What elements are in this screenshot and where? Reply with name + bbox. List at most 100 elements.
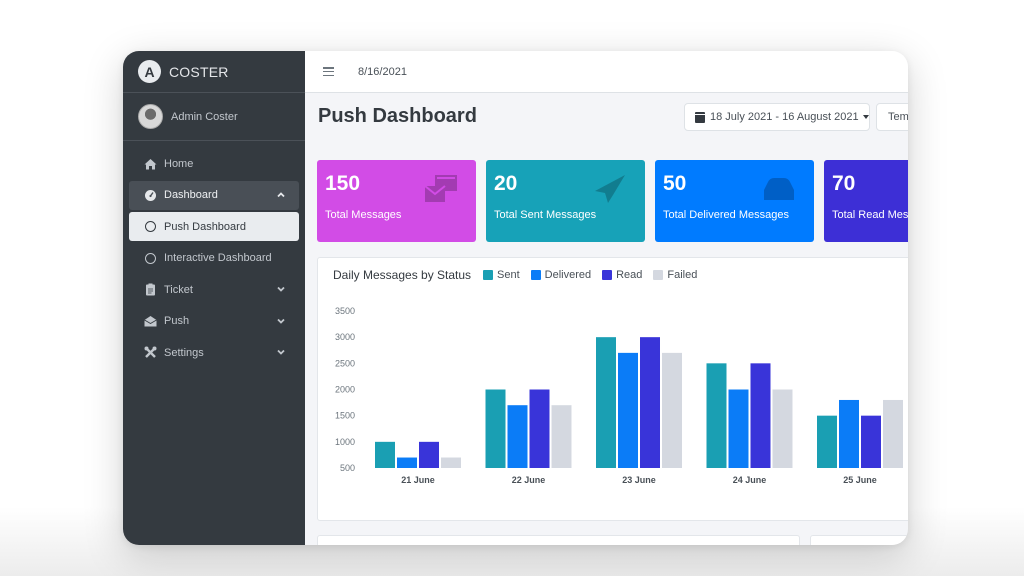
- bar-delivered-21-june[interactable]: [397, 457, 417, 468]
- bar-failed-24-june[interactable]: [772, 389, 793, 469]
- sidebar-item-home[interactable]: Home: [129, 149, 299, 178]
- stat-card-total-messages[interactable]: 150 Total Messages: [317, 160, 476, 242]
- tools-icon: [143, 346, 157, 360]
- stat-card-total-delivered[interactable]: 50 Total Delivered Messages: [655, 160, 814, 242]
- brand-logo-icon: A: [138, 60, 161, 83]
- legend-swatch: [483, 270, 493, 280]
- bar-failed-25-june[interactable]: [883, 399, 903, 468]
- bar-sent-24-june[interactable]: [706, 363, 727, 468]
- sidebar-nav: Home Dashboard Push Dashboard Interactiv…: [123, 141, 305, 367]
- hamburger-icon[interactable]: [323, 67, 334, 76]
- y-tick-label: 2500: [335, 358, 355, 368]
- sidebar-item-label: Interactive Dashboard: [164, 252, 272, 264]
- sidebar-item-settings[interactable]: Settings: [129, 338, 299, 367]
- daily-messages-chart-card: Daily Messages by Status Sent Delivered …: [317, 257, 908, 521]
- legend-swatch: [602, 270, 613, 280]
- bar-delivered-23-june[interactable]: [618, 352, 638, 468]
- legend-label: Read: [616, 269, 643, 281]
- y-tick-label: 3500: [335, 306, 355, 316]
- bar-read-24-june[interactable]: [750, 363, 771, 468]
- app-window: A COSTER Admin Coster Home Dashboard: [123, 51, 908, 545]
- inbox-icon: [764, 178, 794, 200]
- x-tick-label: 23 June: [622, 475, 656, 485]
- brand-logo-letter: A: [144, 63, 155, 80]
- sidebar-item-interactive-dashboard[interactable]: Interactive Dashboard: [129, 244, 299, 273]
- chart-title: Daily Messages by Status: [333, 268, 472, 282]
- stat-card-total-sent[interactable]: 20 Total Sent Messages: [486, 160, 645, 242]
- bottom-panel-left: [317, 535, 800, 545]
- chevron-down-icon: [275, 346, 287, 358]
- sidebar-item-label: Home: [164, 157, 194, 170]
- bar-failed-23-june[interactable]: [662, 352, 682, 468]
- user-name: Admin Coster: [171, 110, 238, 123]
- sidebar-item-label: Settings: [164, 346, 204, 359]
- bar-sent-25-june[interactable]: [817, 415, 837, 468]
- stat-value: 50: [663, 172, 687, 195]
- chevron-up-icon: [275, 189, 287, 201]
- topbar: 8/16/2021: [305, 51, 908, 93]
- sidebar-item-label: Push: [164, 315, 190, 327]
- caret-down-icon: [862, 115, 869, 119]
- stat-label: Total Messages: [325, 209, 402, 221]
- y-tick-label: 2000: [335, 385, 355, 395]
- bar-delivered-24-june[interactable]: [728, 389, 749, 469]
- legend-swatch: [653, 270, 664, 280]
- legend-label: Delivered: [544, 269, 592, 281]
- legend-item-failed[interactable]: Failed: [653, 269, 697, 281]
- stat-value: 70: [832, 172, 856, 195]
- x-tick-label: 21 June: [401, 475, 435, 485]
- bar-read-25-june[interactable]: [861, 415, 881, 468]
- bar-sent-22-june[interactable]: [485, 389, 506, 469]
- bar-read-23-june[interactable]: [640, 337, 660, 468]
- bar-sent-23-june[interactable]: [596, 337, 616, 468]
- sidebar-item-label: Dashboard: [164, 189, 218, 201]
- y-tick-label: 1000: [335, 437, 355, 447]
- stat-value: 20: [494, 172, 518, 195]
- legend-label: Sent: [497, 269, 520, 281]
- sidebar-item-label: Push Dashboard: [164, 220, 246, 233]
- template-select[interactable]: Tem: [876, 103, 908, 131]
- bar-delivered-22-june[interactable]: [507, 405, 528, 468]
- chevron-down-icon: [275, 315, 287, 327]
- stat-label: Total Delivered Messages: [663, 209, 789, 221]
- x-tick-label: 25 June: [843, 475, 877, 485]
- chevron-down-icon: [275, 283, 287, 295]
- legend-item-delivered[interactable]: Delivered: [530, 269, 592, 281]
- stat-card-total-read[interactable]: 70 Total Read Mess: [824, 160, 908, 242]
- stat-label: Total Sent Messages: [494, 209, 597, 221]
- envelopes-icon: [424, 175, 457, 202]
- home-icon: [143, 157, 157, 171]
- x-tick-label: 22 June: [512, 475, 546, 485]
- y-tick-label: 1500: [335, 411, 355, 421]
- legend-swatch: [530, 270, 541, 280]
- date-range-value: 18 July 2021 - 16 August 2021: [710, 111, 859, 123]
- bar-delivered-25-june[interactable]: [839, 399, 859, 468]
- topbar-date: 8/16/2021: [358, 65, 407, 78]
- circle-icon: [143, 251, 157, 265]
- user-panel[interactable]: Admin Coster: [123, 93, 305, 141]
- bar-chart: 3500 3000 2500 2000 1500 1000 500 21 June 22 Jun…: [335, 306, 903, 485]
- sidebar: A COSTER Admin Coster Home Dashboard: [123, 51, 305, 545]
- page-title: Push Dashboard: [318, 105, 477, 127]
- chart-legend: Sent Delivered Read Failed: [483, 269, 708, 281]
- legend-item-read[interactable]: Read: [602, 269, 642, 281]
- calendar-icon: [695, 111, 705, 123]
- brand[interactable]: A COSTER: [123, 51, 305, 93]
- stat-value: 150: [325, 172, 361, 195]
- y-tick-label: 3000: [335, 332, 355, 342]
- sidebar-item-ticket[interactable]: Ticket: [129, 275, 299, 304]
- paper-plane-icon: [595, 175, 625, 203]
- sidebar-item-push-dashboard[interactable]: Push Dashboard: [129, 212, 299, 241]
- bar-read-22-june[interactable]: [529, 389, 550, 469]
- legend-item-sent[interactable]: Sent: [483, 269, 520, 281]
- bottom-panel-right: [810, 535, 908, 545]
- bar-failed-21-june[interactable]: [441, 457, 461, 468]
- sidebar-item-dashboard[interactable]: Dashboard: [129, 180, 299, 210]
- bar-sent-21-june[interactable]: [375, 441, 395, 468]
- date-range-picker[interactable]: 18 July 2021 - 16 August 2021: [684, 103, 870, 131]
- sidebar-item-push[interactable]: Push: [129, 307, 299, 336]
- bar-read-21-june[interactable]: [419, 441, 439, 468]
- avatar: [138, 104, 163, 129]
- bar-failed-22-june[interactable]: [551, 405, 572, 468]
- y-tick-label: 500: [340, 463, 355, 473]
